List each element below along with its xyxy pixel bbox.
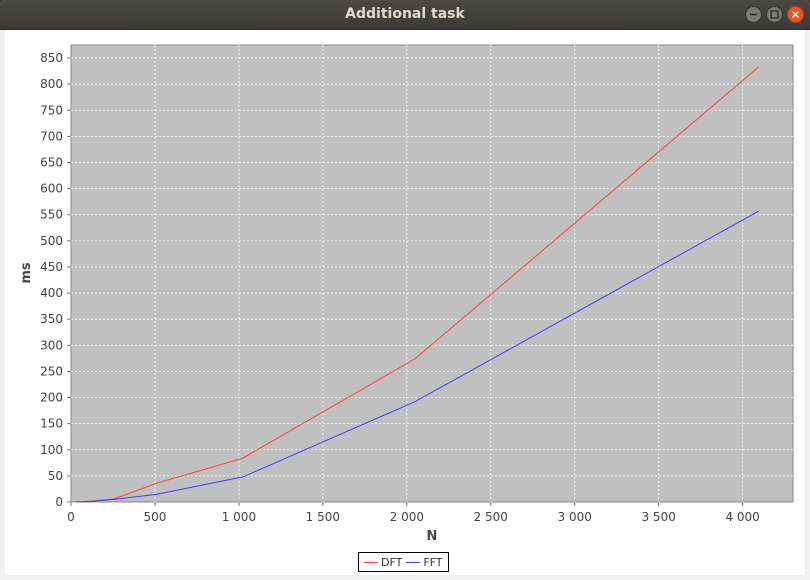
x-tick-label: 0 xyxy=(67,510,75,524)
y-tick-label: 700 xyxy=(40,129,63,143)
y-tick-label: 300 xyxy=(40,338,63,352)
chart-legend: DFT FFT xyxy=(358,552,449,572)
close-icon xyxy=(791,10,800,19)
grid-lines xyxy=(71,45,793,502)
legend-item-dft: DFT xyxy=(364,556,402,569)
x-tick-label: 2 000 xyxy=(390,510,424,524)
legend-label-dft: DFT xyxy=(381,555,403,569)
window-controls xyxy=(741,6,804,23)
series-lines xyxy=(76,66,760,503)
x-tick-label: 500 xyxy=(144,510,167,524)
maximize-button[interactable] xyxy=(766,6,783,23)
legend-label-fft: FFT xyxy=(423,555,443,569)
x-tick-label: 3 000 xyxy=(558,510,592,524)
x-tick-label: 1 500 xyxy=(306,510,340,524)
y-tick-label: 750 xyxy=(40,103,63,117)
legend-item-fft: FFT xyxy=(406,555,443,569)
y-tick-label: 600 xyxy=(40,182,63,196)
minimize-button[interactable] xyxy=(745,6,762,23)
y-tick-label: 500 xyxy=(40,234,63,248)
plot-area xyxy=(70,44,794,503)
minimize-icon xyxy=(750,13,757,16)
maximize-icon xyxy=(770,10,779,19)
legend-swatch-fft xyxy=(406,561,421,563)
window-title: Additional task xyxy=(345,6,465,22)
y-tick-label: 50 xyxy=(48,469,63,483)
title-bar[interactable]: Additional task xyxy=(0,0,810,30)
y-tick-label: 400 xyxy=(40,286,63,300)
y-tick-label: 100 xyxy=(40,443,63,457)
y-tick-label: 650 xyxy=(40,156,63,170)
close-button[interactable] xyxy=(787,6,804,23)
y-tick-label: 350 xyxy=(40,312,63,326)
y-tick-label: 800 xyxy=(40,77,63,91)
x-tick-label: 1 000 xyxy=(222,510,256,524)
y-axis-label: ms xyxy=(19,262,34,284)
x-tick-label: 2 500 xyxy=(474,510,508,524)
y-tick-label: 550 xyxy=(40,208,63,222)
y-tick-label: 250 xyxy=(40,364,63,378)
x-tick-label: 3 500 xyxy=(641,510,675,524)
x-axis-label: N xyxy=(427,529,438,544)
axes: 0 50 100 150 200 250 300 350 400 450 500 550 600 650 7… xyxy=(40,51,760,524)
y-tick-label: 450 xyxy=(40,260,63,274)
series-line-fft xyxy=(76,210,759,503)
y-tick-label: 150 xyxy=(40,417,63,431)
x-tick-label: 4 000 xyxy=(725,510,759,524)
legend-swatch-dft xyxy=(364,561,378,563)
y-tick-label: 200 xyxy=(40,391,63,405)
y-tick-label: 0 xyxy=(55,495,63,509)
y-tick-label: 850 xyxy=(40,51,63,65)
